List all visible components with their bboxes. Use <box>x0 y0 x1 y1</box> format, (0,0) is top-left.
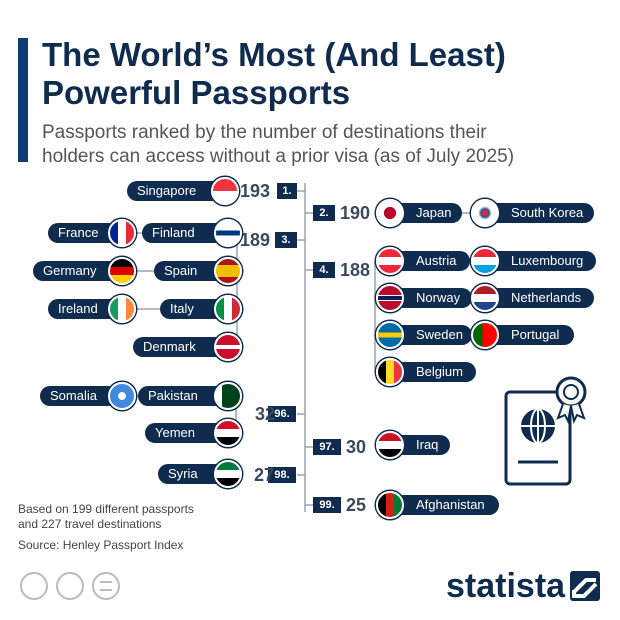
score: 188 <box>340 260 371 280</box>
country-pill: France <box>48 223 122 243</box>
flag-icon <box>471 284 499 312</box>
country-pill: Norway <box>390 288 472 308</box>
license-icons <box>20 572 120 600</box>
note: Based on 199 different passports <box>18 502 194 516</box>
flag-icon <box>471 199 499 227</box>
passport-icon <box>504 376 587 486</box>
flag-icon <box>108 382 136 410</box>
score: 27 <box>253 465 274 485</box>
country-pill: Pakistan <box>138 386 228 406</box>
rank-badge: 4. <box>313 262 335 278</box>
rank-badge: 96. <box>268 406 296 422</box>
country-pill: Italy <box>160 299 228 319</box>
flag-icon <box>376 321 404 349</box>
country-pill: Yemen <box>145 423 228 443</box>
brand: statista <box>446 567 566 605</box>
score: 25 <box>346 495 367 515</box>
rank-badge: 2. <box>313 205 335 221</box>
rank-badge: 99. <box>313 497 341 513</box>
subtitle: Passports ranked by the number of destin… <box>42 122 487 143</box>
source: Source: Henley Passport Index <box>18 538 184 552</box>
flag-icon <box>108 295 136 323</box>
flag-icon <box>108 257 136 285</box>
flag-icon <box>214 257 242 285</box>
flag-icon <box>376 284 404 312</box>
country-pill: Austria <box>390 251 470 271</box>
country-pill: Germany <box>33 261 122 281</box>
flag-icon <box>214 219 242 247</box>
rank-badge: 98. <box>268 467 296 483</box>
flag-icon <box>376 491 404 519</box>
country-pill: Syria <box>158 464 228 484</box>
flag-icon <box>211 177 239 205</box>
flag-icon <box>471 321 499 349</box>
rank-badge: 3. <box>275 232 297 248</box>
country-pill: Netherlands <box>485 288 594 308</box>
country-pill: Belgium <box>390 362 476 382</box>
flag-icon <box>214 295 242 323</box>
flag-icon <box>471 247 499 275</box>
country-pill: Somalia <box>40 386 122 406</box>
title-accent <box>18 38 28 162</box>
country-pill: Luxembourg <box>485 251 596 271</box>
score: 190 <box>340 203 371 223</box>
flag-icon <box>376 247 404 275</box>
country-pill: Singapore <box>127 181 225 201</box>
country-pill: Ireland <box>48 299 122 319</box>
score: 193 <box>239 181 270 201</box>
country-pill: Japan <box>390 203 462 223</box>
flag-icon <box>214 460 242 488</box>
flag-icon <box>214 333 242 361</box>
country-pill: South Korea <box>485 203 594 223</box>
rank-badge: 1. <box>277 183 297 199</box>
country-pill: Iraq <box>390 435 450 455</box>
score: 189 <box>239 230 270 250</box>
flag-icon <box>214 419 242 447</box>
note: and 227 travel destinations <box>18 517 162 531</box>
flag-icon <box>376 358 404 386</box>
flag-icon <box>376 199 404 227</box>
title: The World’s Most (And Least) <box>42 36 506 73</box>
flag-icon <box>214 382 242 410</box>
subtitle: holders can access without a prior visa … <box>42 146 515 167</box>
country-pill: Portugal <box>485 325 574 345</box>
country-pill: Sweden <box>390 325 472 345</box>
country-pill: Afghanistan <box>390 495 499 515</box>
country-pill: Spain <box>154 261 228 281</box>
country-pill: Finland <box>142 223 228 243</box>
country-pill: Denmark <box>133 337 228 357</box>
rank-badge: 97. <box>313 439 341 455</box>
flag-icon <box>376 431 404 459</box>
flag-icon <box>108 219 136 247</box>
brand-mark <box>570 571 600 601</box>
title: Powerful Passports <box>42 74 351 111</box>
score: 32 <box>254 404 275 424</box>
score: 30 <box>346 437 367 457</box>
